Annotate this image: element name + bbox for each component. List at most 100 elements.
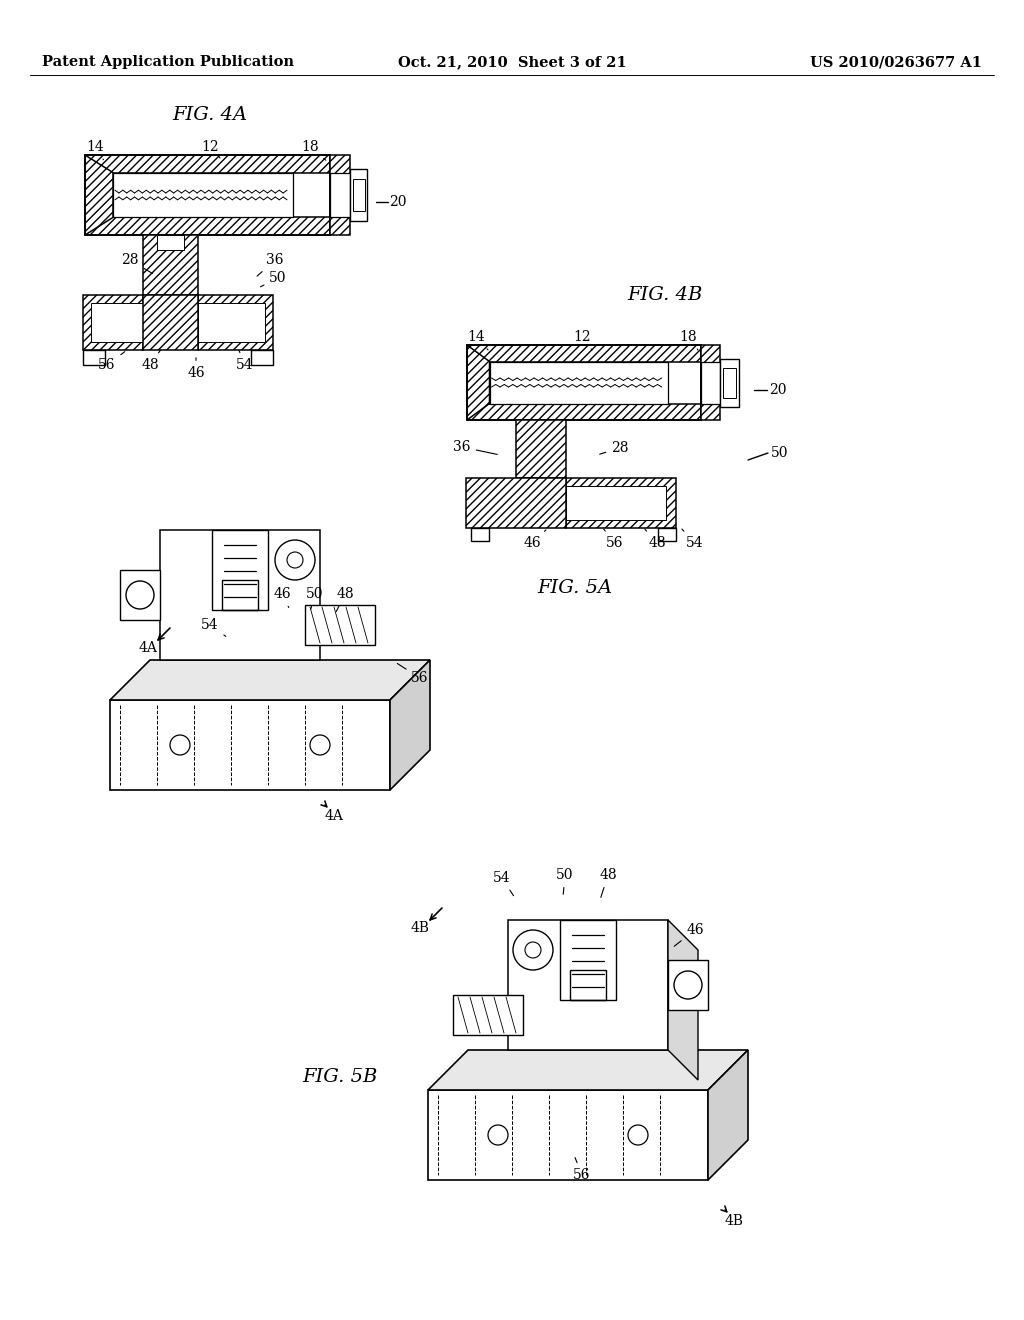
Bar [700,345,720,420]
Circle shape [170,735,190,755]
Circle shape [674,972,702,999]
Polygon shape [110,660,430,700]
Text: 28: 28 [121,253,153,273]
Polygon shape [143,235,198,294]
Text: 50: 50 [771,446,788,459]
Bar [428,1090,708,1180]
Text: 54: 54 [237,351,254,372]
Circle shape [275,540,315,579]
Text: 50: 50 [556,869,573,894]
Polygon shape [566,478,676,528]
Text: 28: 28 [600,441,629,455]
Circle shape [287,552,303,568]
Text: 46: 46 [674,923,703,946]
Polygon shape [350,169,368,220]
Text: 46: 46 [273,587,291,607]
Polygon shape [390,660,430,789]
Text: 4B: 4B [411,921,429,935]
Polygon shape [198,294,273,350]
Text: 36: 36 [454,440,498,454]
Polygon shape [668,920,698,1080]
Bar [489,362,668,404]
Circle shape [525,942,541,958]
Polygon shape [160,531,319,660]
Text: 54: 54 [682,529,703,550]
Text: 18: 18 [301,140,326,160]
Text: 56: 56 [397,664,429,685]
Bar [85,154,330,235]
Polygon shape [120,570,160,620]
Circle shape [628,1125,648,1144]
Text: 4A: 4A [138,642,158,655]
Bar [700,362,720,404]
Text: 14: 14 [86,140,103,160]
Bar [91,304,143,342]
Bar [658,528,676,541]
Polygon shape [516,420,566,478]
Text: 46: 46 [523,529,546,550]
Text: FIG. 5A: FIG. 5A [538,579,612,597]
Polygon shape [467,404,700,420]
Polygon shape [85,154,330,173]
Text: 46: 46 [187,358,205,380]
Polygon shape [467,345,700,362]
Polygon shape [305,605,375,645]
Text: 12: 12 [573,330,592,350]
Bar [113,173,293,218]
Bar [471,528,489,541]
Bar [198,304,265,342]
Polygon shape [508,920,668,1049]
Text: 48: 48 [645,529,666,550]
Text: 36: 36 [257,253,284,276]
Text: 18: 18 [679,330,698,350]
Text: FIG. 5B: FIG. 5B [302,1068,378,1086]
Circle shape [126,581,154,609]
Text: 48: 48 [336,587,354,611]
Polygon shape [467,345,489,420]
Text: 20: 20 [389,195,407,209]
Bar [330,173,350,218]
Text: 54: 54 [494,871,513,896]
Text: FIG. 4B: FIG. 4B [628,286,702,304]
Bar [143,294,198,350]
Bar [110,700,390,789]
Text: 50: 50 [260,271,287,286]
Polygon shape [83,294,143,350]
Polygon shape [85,218,330,235]
Text: 48: 48 [599,869,616,898]
Polygon shape [560,920,616,1001]
Circle shape [488,1125,508,1144]
Polygon shape [85,154,113,235]
Text: 56: 56 [604,529,624,550]
Bar [330,154,350,235]
Text: 12: 12 [201,140,220,158]
Text: 4A: 4A [325,809,343,822]
Text: 20: 20 [769,383,786,397]
Text: Patent Application Publication: Patent Application Publication [42,55,294,69]
Polygon shape [453,995,523,1035]
Polygon shape [466,478,566,528]
Text: FIG. 4A: FIG. 4A [172,106,248,124]
Text: Oct. 21, 2010  Sheet 3 of 21: Oct. 21, 2010 Sheet 3 of 21 [397,55,627,69]
Text: 50: 50 [306,587,324,610]
Text: US 2010/0263677 A1: US 2010/0263677 A1 [810,55,982,69]
Text: 56: 56 [98,351,125,372]
Circle shape [310,735,330,755]
Bar [723,367,736,397]
Polygon shape [428,1049,748,1090]
Bar [251,350,273,366]
Text: 54: 54 [201,618,225,636]
Text: 4B: 4B [725,1214,743,1228]
Bar [467,345,700,420]
Bar [566,486,667,520]
Bar [157,235,184,249]
Polygon shape [668,960,708,1010]
Text: 48: 48 [141,350,161,372]
Polygon shape [720,359,739,407]
Text: 14: 14 [467,330,488,350]
Bar [83,350,105,366]
Circle shape [513,931,553,970]
Polygon shape [212,531,268,610]
Bar [352,180,365,211]
Text: 56: 56 [573,1158,591,1181]
